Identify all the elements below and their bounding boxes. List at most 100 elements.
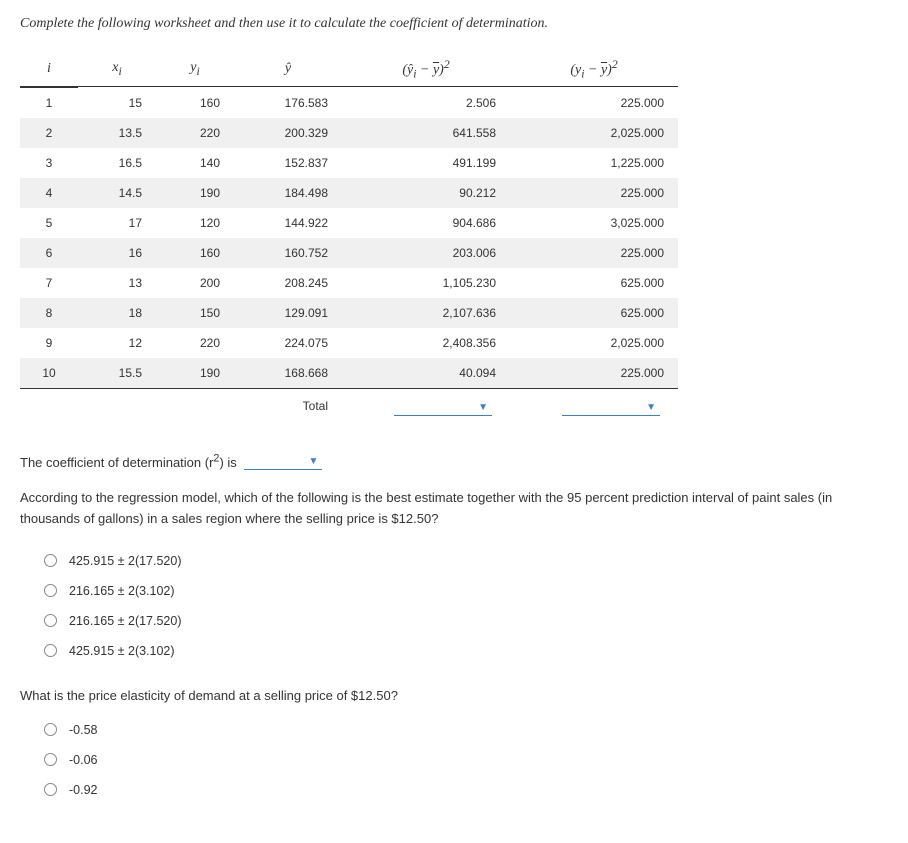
instruction-text: Complete the following worksheet and the… — [20, 16, 888, 32]
cell-yhat: 168.668 — [234, 358, 342, 389]
cell-sst: 225.000 — [510, 178, 678, 208]
cell-yhat: 176.583 — [234, 87, 342, 118]
table-row: 912220224.0752,408.3562,025.000 — [20, 328, 678, 358]
cell-x: 16 — [78, 238, 156, 268]
option-label: 425.915 ± 2(17.520) — [69, 554, 182, 568]
radio-icon — [44, 783, 57, 796]
cell-yhat: 208.245 — [234, 268, 342, 298]
header-yi: yi — [156, 52, 234, 87]
radio-icon — [44, 723, 57, 736]
cell-sst: 225.000 — [510, 358, 678, 389]
header-ssr: (ŷi − y)2 — [342, 52, 510, 87]
cell-ssr: 491.199 — [342, 148, 510, 178]
cell-sst: 225.000 — [510, 238, 678, 268]
total-label: Total — [234, 389, 342, 424]
coef-pre: The coefficient of determination (r — [20, 455, 213, 470]
table-row: 414.5190184.49890.212225.000 — [20, 178, 678, 208]
cell-ssr: 2,408.356 — [342, 328, 510, 358]
option-label: -0.58 — [69, 723, 98, 737]
cell-ssr: 203.006 — [342, 238, 510, 268]
cell-yhat: 129.091 — [234, 298, 342, 328]
cell-sst: 225.000 — [510, 87, 678, 118]
cell-yhat: 152.837 — [234, 148, 342, 178]
radio-icon — [44, 554, 57, 567]
radio-icon — [44, 614, 57, 627]
option-label: 425.915 ± 2(3.102) — [69, 644, 175, 658]
cell-sst: 625.000 — [510, 298, 678, 328]
cell-i: 1 — [20, 87, 78, 118]
table-row: 213.5220200.329641.5582,025.000 — [20, 118, 678, 148]
option-label: -0.06 — [69, 753, 98, 767]
cell-y: 200 — [156, 268, 234, 298]
cell-ssr: 90.212 — [342, 178, 510, 208]
cell-y: 190 — [156, 358, 234, 389]
cell-yhat: 200.329 — [234, 118, 342, 148]
q1-option[interactable]: 425.915 ± 2(17.520) — [44, 554, 888, 568]
cell-ssr: 2.506 — [342, 87, 510, 118]
header-i: i — [20, 52, 78, 87]
cell-y: 120 — [156, 208, 234, 238]
cell-i: 8 — [20, 298, 78, 328]
table-row: 713200208.2451,105.230625.000 — [20, 268, 678, 298]
cell-yhat: 224.075 — [234, 328, 342, 358]
cell-x: 13.5 — [78, 118, 156, 148]
radio-icon — [44, 644, 57, 657]
header-xi: xi — [78, 52, 156, 87]
chevron-down-icon: ▼ — [472, 402, 488, 413]
total-ssr-dropdown[interactable]: ▼ — [394, 397, 492, 416]
cell-x: 15.5 — [78, 358, 156, 389]
q2-options: -0.58 -0.06 -0.92 — [44, 723, 888, 797]
question2-text: What is the price elasticity of demand a… — [20, 688, 888, 703]
cell-x: 13 — [78, 268, 156, 298]
cell-x: 12 — [78, 328, 156, 358]
table-row: 517120144.922904.6863,025.000 — [20, 208, 678, 238]
cell-x: 14.5 — [78, 178, 156, 208]
cell-i: 9 — [20, 328, 78, 358]
cell-sst: 625.000 — [510, 268, 678, 298]
cell-y: 220 — [156, 118, 234, 148]
worksheet-table: i xi yi ŷ (ŷi − y)2 (yi − y)2 115160176.… — [20, 52, 678, 389]
table-row: 316.5140152.837491.1991,225.000 — [20, 148, 678, 178]
question1-text: According to the regression model, which… — [20, 488, 888, 530]
q2-option[interactable]: -0.92 — [44, 783, 888, 797]
cell-ssr: 40.094 — [342, 358, 510, 389]
q2-option[interactable]: -0.58 — [44, 723, 888, 737]
cell-ssr: 904.686 — [342, 208, 510, 238]
cell-sst: 2,025.000 — [510, 328, 678, 358]
cell-yhat: 184.498 — [234, 178, 342, 208]
radio-icon — [44, 753, 57, 766]
header-row: i xi yi ŷ (ŷi − y)2 (yi − y)2 — [20, 52, 678, 87]
cell-x: 18 — [78, 298, 156, 328]
option-label: 216.165 ± 2(17.520) — [69, 614, 182, 628]
table-row: 1015.5190168.66840.094225.000 — [20, 358, 678, 389]
cell-y: 150 — [156, 298, 234, 328]
cell-sst: 1,225.000 — [510, 148, 678, 178]
total-row-table: Total ▼ ▼ — [20, 389, 678, 424]
cell-i: 7 — [20, 268, 78, 298]
r-squared-dropdown[interactable]: ▼ — [244, 450, 322, 470]
q1-option[interactable]: 216.165 ± 2(17.520) — [44, 614, 888, 628]
q1-option[interactable]: 216.165 ± 2(3.102) — [44, 584, 888, 598]
q2-option[interactable]: -0.06 — [44, 753, 888, 767]
cell-sst: 3,025.000 — [510, 208, 678, 238]
cell-yhat: 160.752 — [234, 238, 342, 268]
cell-y: 160 — [156, 87, 234, 118]
cell-i: 6 — [20, 238, 78, 268]
cell-y: 190 — [156, 178, 234, 208]
header-sst: (yi − y)2 — [510, 52, 678, 87]
total-sst-dropdown[interactable]: ▼ — [562, 397, 660, 416]
cell-sst: 2,025.000 — [510, 118, 678, 148]
cell-x: 16.5 — [78, 148, 156, 178]
cell-x: 17 — [78, 208, 156, 238]
cell-i: 4 — [20, 178, 78, 208]
cell-y: 220 — [156, 328, 234, 358]
cell-i: 10 — [20, 358, 78, 389]
cell-x: 15 — [78, 87, 156, 118]
cell-y: 140 — [156, 148, 234, 178]
radio-icon — [44, 584, 57, 597]
cell-y: 160 — [156, 238, 234, 268]
coefficient-line: The coefficient of determination (r2) is… — [20, 450, 888, 470]
q1-option[interactable]: 425.915 ± 2(3.102) — [44, 644, 888, 658]
table-row: 115160176.5832.506225.000 — [20, 87, 678, 118]
coef-post: ) is — [219, 455, 236, 470]
